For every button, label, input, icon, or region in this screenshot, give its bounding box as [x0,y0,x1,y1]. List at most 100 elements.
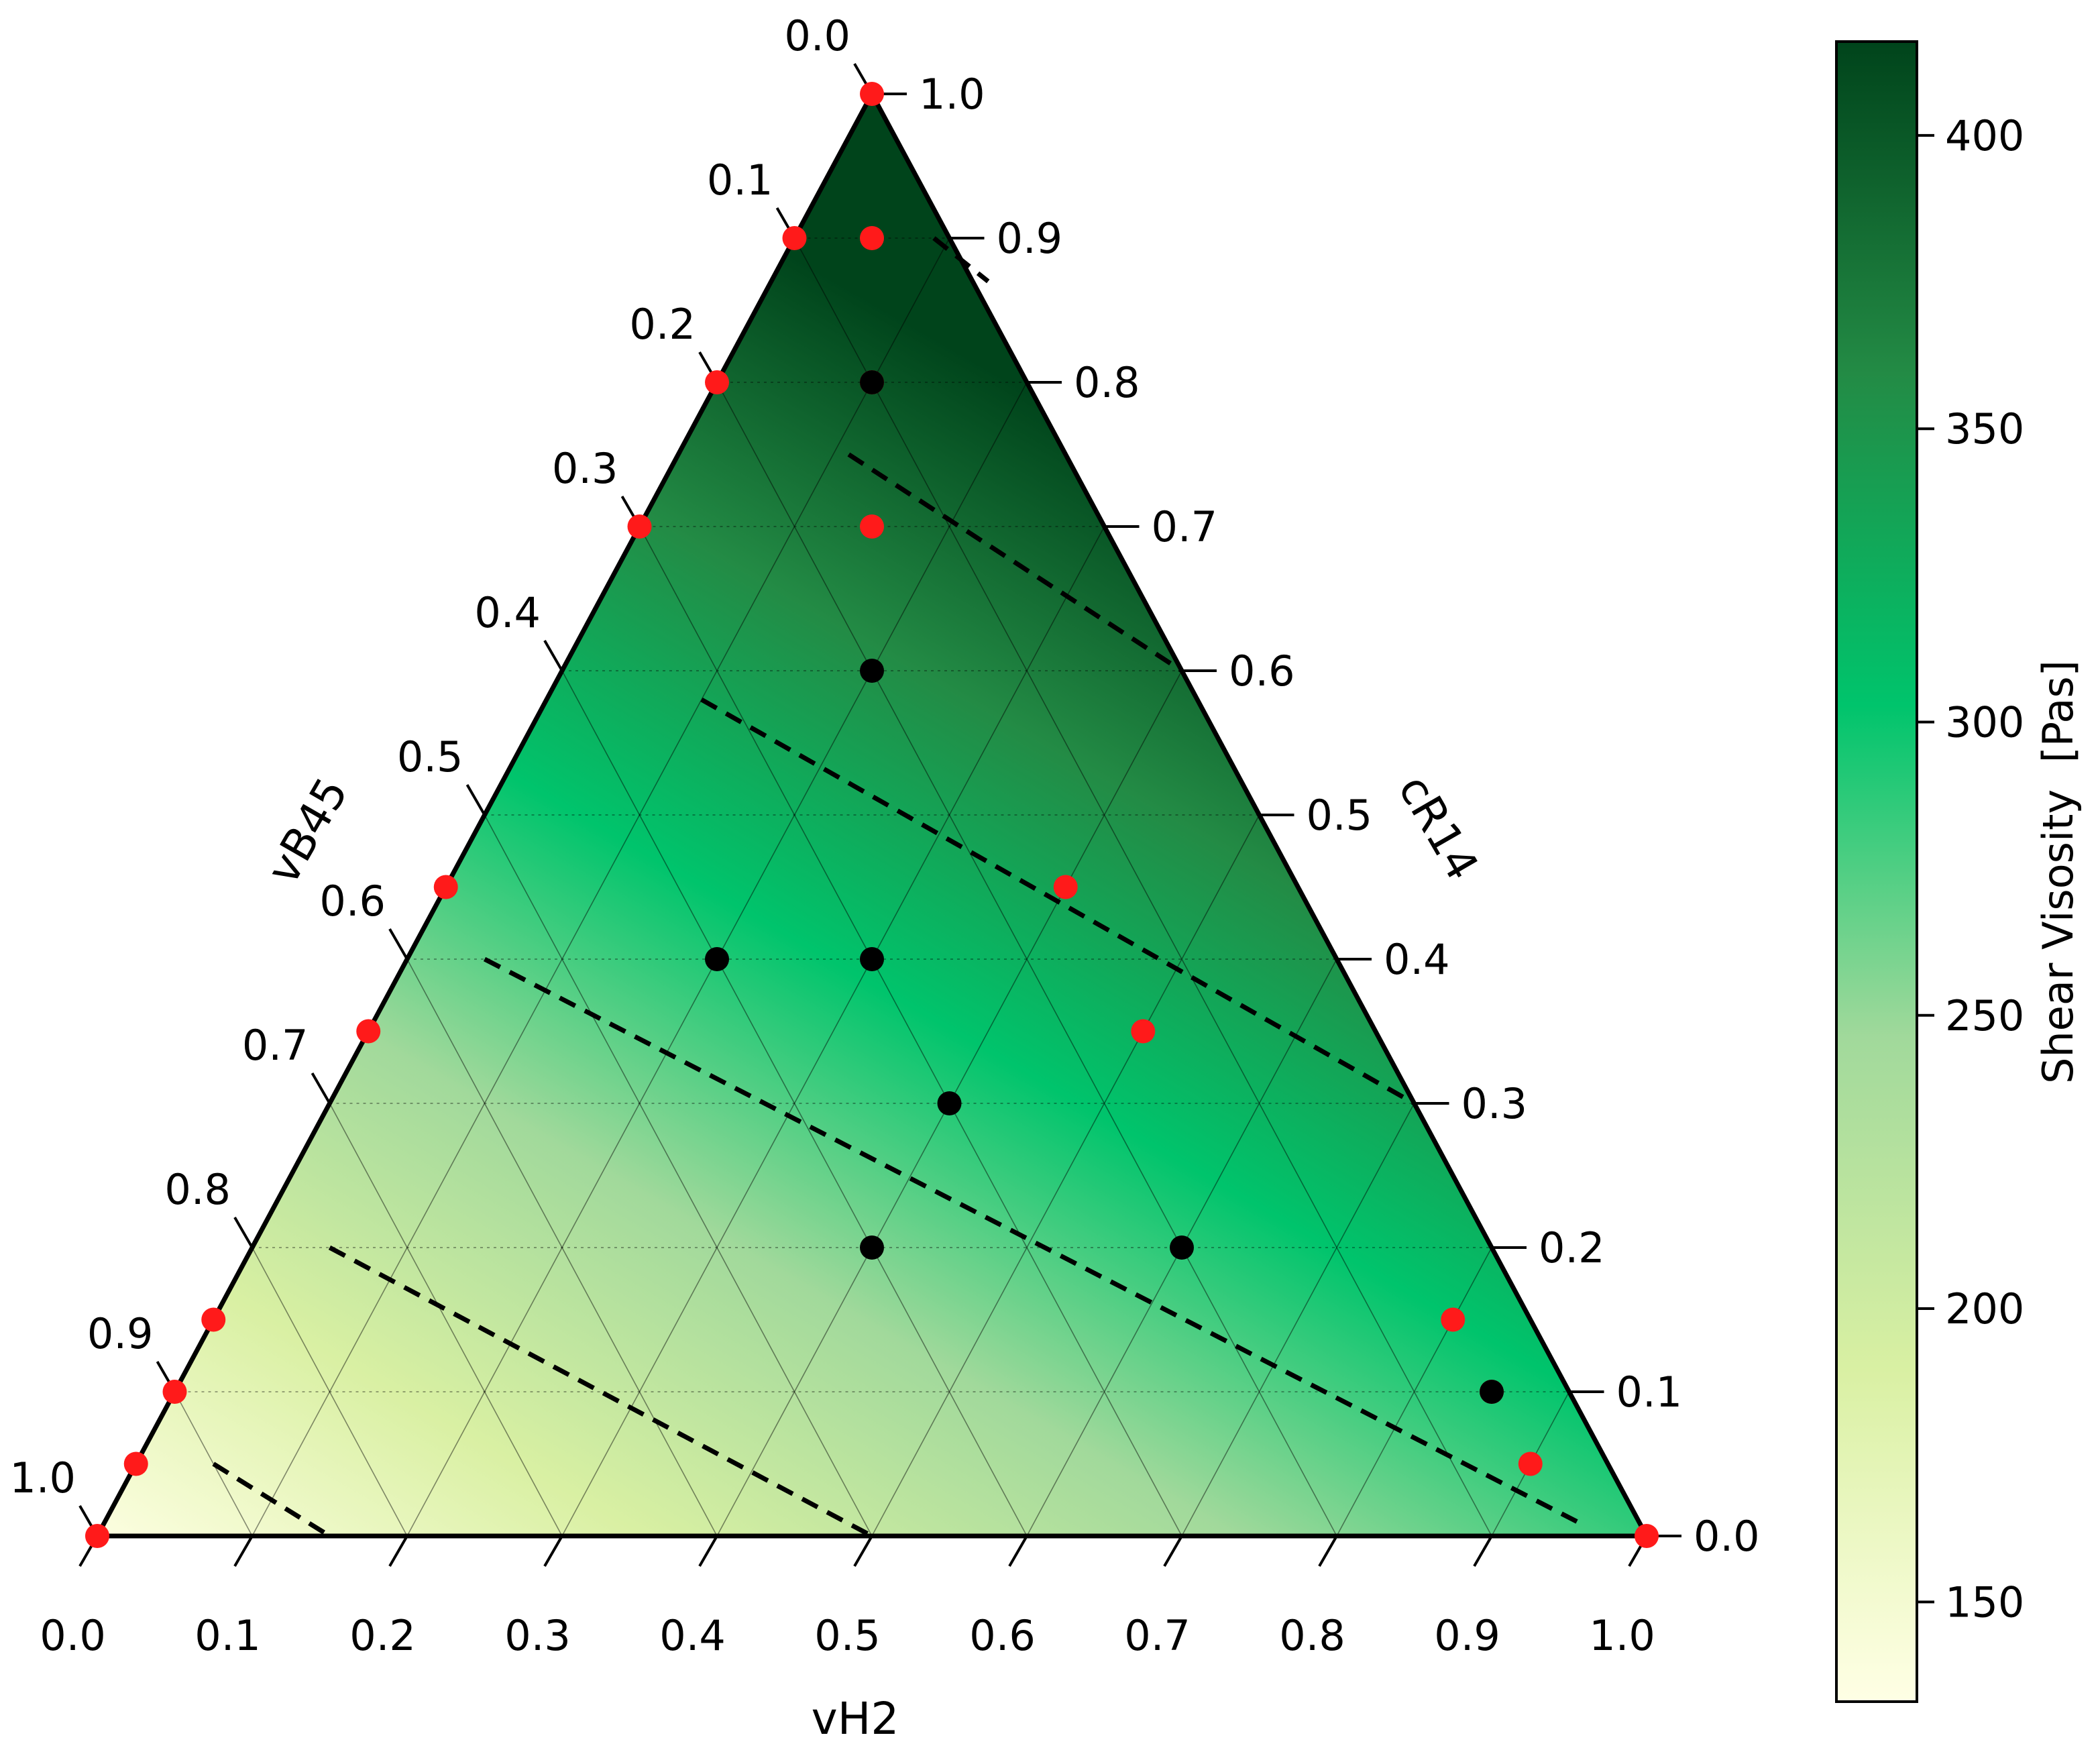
red-design-point [1635,1524,1659,1548]
black-design-point [860,1235,884,1260]
red-design-point [1053,875,1078,899]
bottom-axis-tick [1008,1535,1028,1568]
grid-line [329,1103,563,1536]
red-design-point [162,1380,187,1404]
colorbar-title: Shear Visosity [Pas] [2034,660,2083,1084]
colorbar-tick-label: 300 [1945,698,2024,747]
right-axis-tick-label: 0.5 [1307,791,1373,840]
left-axis-tick-label: 0.3 [552,444,618,493]
right-axis-tick-label: 0.2 [1539,1223,1605,1272]
grid-line [252,1247,408,1536]
left-axis-tick-label: 0.9 [87,1309,154,1358]
left-axis-tick-label: 0.5 [397,732,463,781]
bottom-axis-tick [543,1535,563,1568]
bottom-axis-tick-label: 0.5 [814,1611,881,1660]
left-axis-tick-label: 0.6 [319,877,386,926]
left-axis-tick-label: 0.1 [707,156,773,205]
red-design-point [356,1019,381,1044]
bottom-axis-tick [698,1535,718,1568]
grid-line [561,526,1105,1536]
grid-line [639,526,1182,1536]
right-axis-tick-label: 0.7 [1152,502,1218,551]
bottom-axis-tick [233,1535,254,1568]
left-axis-tick [388,928,408,960]
bottom-axis-tick-label: 1.0 [1589,1611,1655,1660]
black-design-point [937,1091,962,1115]
colorbar-tick-label: 250 [1945,991,2024,1040]
bottom-axis-tick-label: 0.0 [40,1611,106,1660]
right-axis-tick-label: 0.8 [1074,358,1140,407]
red-design-point [201,1307,226,1332]
black-design-point [860,947,884,971]
red-design-point [123,1451,148,1476]
colorbar-tick-label: 350 [1945,404,2024,453]
red-design-point [433,875,458,899]
grid-line [561,670,1028,1536]
bottom-axis-tick [388,1535,408,1568]
grid-line [716,382,1337,1536]
colorbar-gradient [1835,40,1918,1703]
grid-line [406,958,718,1536]
bottom-axis-tick [1318,1535,1338,1568]
bottom-axis-tick [853,1535,873,1568]
grid-line [871,814,1260,1536]
colorbar-tick-label: 200 [1945,1284,2024,1333]
grid-line [1181,1103,1415,1536]
black-design-point [860,370,884,394]
red-design-point [1518,1451,1543,1476]
ternary-field [97,94,1647,1536]
red-design-point [782,226,807,250]
left-axis-tick [543,639,563,672]
bottom-axis-tick [1473,1535,1493,1568]
left-axis-tick [311,1072,331,1105]
grid-line [252,237,950,1536]
contour-lines [212,236,1578,1539]
left-axis-tick [465,783,486,816]
grid-line [793,237,1492,1536]
left-axis-tick [233,1216,254,1249]
right-axis-tick-label: 0.0 [1694,1512,1760,1561]
left-axis-tick-label: 0.7 [242,1021,309,1070]
contour-line [483,956,1578,1524]
black-design-point [1480,1380,1504,1404]
red-design-point [860,82,884,106]
colorbar-tick-label: 150 [1945,1578,2024,1627]
right-axis-tick-label: 1.0 [919,70,985,119]
bottom-axis-tick-label: 0.3 [504,1611,571,1660]
bottom-axis-tick-label: 0.8 [1279,1611,1345,1660]
bottom-axis-tick-label: 0.7 [1124,1611,1191,1660]
bottom-axis-tick-label: 0.6 [969,1611,1036,1660]
black-design-point [705,947,729,971]
bottom-axis-tick-label: 0.9 [1434,1611,1500,1660]
left-axis-tick-label: 0.2 [629,300,696,349]
black-design-point [860,659,884,683]
grid-line [1336,1247,1492,1536]
bottom-axis-tick [1163,1535,1183,1568]
red-design-point [860,226,884,250]
colorbar-ticks: 150 200 250 300 350 400 [1917,111,2024,1627]
contour-line [847,452,1183,673]
contour-line [212,1462,331,1538]
bottom-axis-title: vH2 [812,1693,899,1745]
colorbar: 150 200 250 300 350 400 Shear Visosity [Pas] [1835,40,2083,1703]
red-design-point [705,370,729,394]
red-design-point [1131,1019,1156,1044]
axis-ticks: 0.0 0.0 0.0 0.1 0.1 0.1 0.2 0.2 0.2 0.3 0.3 0.3 0.4 0… [9,11,1759,1660]
left-axis-tick-label: 0.0 [784,11,850,60]
colorbar-tick-label: 400 [1945,111,2024,160]
left-axis-tick-label: 0.4 [474,588,541,637]
bottom-axis-tick-label: 0.1 [195,1611,261,1660]
right-axis-tick-label: 0.1 [1616,1368,1683,1417]
design-points [85,82,1659,1548]
left-axis-tick-label: 1.0 [9,1453,76,1502]
contour-line [700,697,1416,1106]
right-axis-title: cR14 [1388,767,1489,889]
right-axis-tick-label: 0.6 [1229,647,1295,696]
grid-line [484,814,873,1536]
black-design-point [1170,1235,1194,1260]
left-axis-title: vB45 [257,769,358,893]
red-design-point [860,514,884,539]
red-design-point [627,514,652,539]
bottom-axis-tick-label: 0.4 [659,1611,726,1660]
